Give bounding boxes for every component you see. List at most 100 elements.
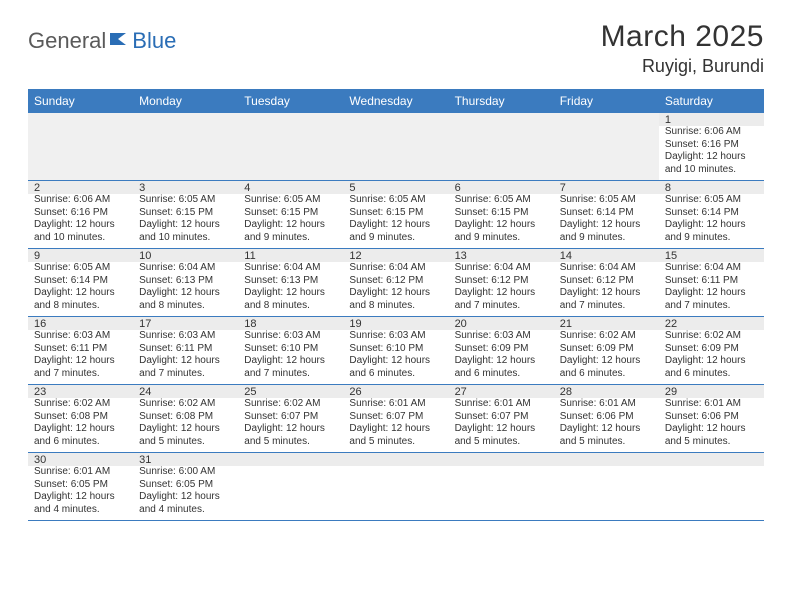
day-number: 13 <box>449 249 554 262</box>
daylight-text: Daylight: 12 hours <box>34 491 127 504</box>
week-number-row: 23242526272829 <box>28 385 764 398</box>
sunset-text: Sunset: 6:15 PM <box>349 207 442 220</box>
sunrise-text: Sunrise: 6:03 AM <box>139 330 232 343</box>
daylight-text: Daylight: 12 hours <box>139 287 232 300</box>
sunrise-text: Sunrise: 6:04 AM <box>455 262 548 275</box>
daylight-text: and 7 minutes. <box>244 368 337 381</box>
sunset-text: Sunset: 6:13 PM <box>139 275 232 288</box>
header: General Blue March 2025 Ruyigi, Burundi <box>28 20 764 77</box>
day-number: 14 <box>554 249 659 262</box>
day-number: 22 <box>659 317 764 330</box>
daylight-text: and 7 minutes. <box>139 368 232 381</box>
sunrise-text: Sunrise: 6:04 AM <box>349 262 442 275</box>
day-cell: Sunrise: 6:01 AMSunset: 6:05 PMDaylight:… <box>28 466 133 520</box>
day-cell: Sunrise: 6:03 AMSunset: 6:09 PMDaylight:… <box>449 330 554 384</box>
day-cell: Sunrise: 6:04 AMSunset: 6:12 PMDaylight:… <box>554 262 659 316</box>
daylight-text: and 7 minutes. <box>455 300 548 313</box>
sunrise-text: Sunrise: 6:05 AM <box>560 194 653 207</box>
daylight-text: and 5 minutes. <box>560 436 653 449</box>
logo-text-blue: Blue <box>132 28 176 54</box>
day-number: 25 <box>238 385 343 398</box>
day-header: Tuesday <box>238 89 343 113</box>
daylight-text: Daylight: 12 hours <box>34 355 127 368</box>
day-number: 18 <box>238 317 343 330</box>
daylight-text: Daylight: 12 hours <box>560 355 653 368</box>
sunset-text: Sunset: 6:09 PM <box>455 343 548 356</box>
day-cell: Sunrise: 6:05 AMSunset: 6:15 PMDaylight:… <box>133 194 238 248</box>
daylight-text: and 6 minutes. <box>455 368 548 381</box>
sunrise-text: Sunrise: 6:05 AM <box>455 194 548 207</box>
daylight-text: and 7 minutes. <box>560 300 653 313</box>
sunset-text: Sunset: 6:09 PM <box>665 343 758 356</box>
day-number: 17 <box>133 317 238 330</box>
day-cell <box>28 126 133 180</box>
daylight-text: Daylight: 12 hours <box>244 423 337 436</box>
sunset-text: Sunset: 6:11 PM <box>139 343 232 356</box>
day-number: 28 <box>554 385 659 398</box>
week-number-row: 16171819202122 <box>28 317 764 330</box>
day-cell: Sunrise: 6:02 AMSunset: 6:08 PMDaylight:… <box>133 398 238 452</box>
daylight-text: and 7 minutes. <box>34 368 127 381</box>
day-number: 11 <box>238 249 343 262</box>
calendar-week: 3031Sunrise: 6:01 AMSunset: 6:05 PMDayli… <box>28 453 764 521</box>
day-number: 3 <box>133 181 238 194</box>
day-cell: Sunrise: 6:05 AMSunset: 6:15 PMDaylight:… <box>343 194 448 248</box>
sunset-text: Sunset: 6:15 PM <box>455 207 548 220</box>
daylight-text: and 8 minutes. <box>139 300 232 313</box>
daylight-text: Daylight: 12 hours <box>139 491 232 504</box>
day-number <box>449 113 554 126</box>
sunrise-text: Sunrise: 6:05 AM <box>139 194 232 207</box>
daylight-text: Daylight: 12 hours <box>139 423 232 436</box>
sunset-text: Sunset: 6:10 PM <box>244 343 337 356</box>
sunrise-text: Sunrise: 6:03 AM <box>34 330 127 343</box>
sunset-text: Sunset: 6:07 PM <box>244 411 337 424</box>
day-cell <box>238 466 343 520</box>
daylight-text: Daylight: 12 hours <box>560 423 653 436</box>
daylight-text: Daylight: 12 hours <box>34 287 127 300</box>
sunset-text: Sunset: 6:13 PM <box>244 275 337 288</box>
sunset-text: Sunset: 6:06 PM <box>665 411 758 424</box>
sunrise-text: Sunrise: 6:01 AM <box>34 466 127 479</box>
daylight-text: Daylight: 12 hours <box>34 219 127 232</box>
sunrise-text: Sunrise: 6:02 AM <box>139 398 232 411</box>
week-content-row: Sunrise: 6:06 AMSunset: 6:16 PMDaylight:… <box>28 126 764 180</box>
sunrise-text: Sunrise: 6:05 AM <box>244 194 337 207</box>
calendar-header-row: Sunday Monday Tuesday Wednesday Thursday… <box>28 89 764 113</box>
sunset-text: Sunset: 6:05 PM <box>139 479 232 492</box>
month-title: March 2025 <box>601 20 764 54</box>
day-number: 19 <box>343 317 448 330</box>
daylight-text: Daylight: 12 hours <box>349 219 442 232</box>
sunrise-text: Sunrise: 6:04 AM <box>560 262 653 275</box>
day-cell <box>343 126 448 180</box>
day-number <box>343 113 448 126</box>
daylight-text: and 6 minutes. <box>349 368 442 381</box>
sunset-text: Sunset: 6:09 PM <box>560 343 653 356</box>
sunset-text: Sunset: 6:15 PM <box>139 207 232 220</box>
day-number: 26 <box>343 385 448 398</box>
week-content-row: Sunrise: 6:05 AMSunset: 6:14 PMDaylight:… <box>28 262 764 316</box>
calendar-week: 2345678Sunrise: 6:06 AMSunset: 6:16 PMDa… <box>28 181 764 249</box>
day-cell: Sunrise: 6:04 AMSunset: 6:13 PMDaylight:… <box>133 262 238 316</box>
sunrise-text: Sunrise: 6:05 AM <box>349 194 442 207</box>
daylight-text: and 5 minutes. <box>455 436 548 449</box>
daylight-text: Daylight: 12 hours <box>560 287 653 300</box>
sunset-text: Sunset: 6:11 PM <box>34 343 127 356</box>
day-cell <box>554 126 659 180</box>
day-number: 5 <box>343 181 448 194</box>
sunset-text: Sunset: 6:12 PM <box>349 275 442 288</box>
day-cell: Sunrise: 6:05 AMSunset: 6:14 PMDaylight:… <box>659 194 764 248</box>
daylight-text: Daylight: 12 hours <box>349 423 442 436</box>
daylight-text: and 10 minutes. <box>665 164 758 177</box>
sunrise-text: Sunrise: 6:04 AM <box>244 262 337 275</box>
day-number <box>238 453 343 466</box>
daylight-text: Daylight: 12 hours <box>560 219 653 232</box>
sunrise-text: Sunrise: 6:04 AM <box>139 262 232 275</box>
week-content-row: Sunrise: 6:01 AMSunset: 6:05 PMDaylight:… <box>28 466 764 520</box>
daylight-text: Daylight: 12 hours <box>244 219 337 232</box>
daylight-text: Daylight: 12 hours <box>455 423 548 436</box>
daylight-text: and 7 minutes. <box>665 300 758 313</box>
sunset-text: Sunset: 6:08 PM <box>139 411 232 424</box>
day-number: 12 <box>343 249 448 262</box>
day-cell: Sunrise: 6:01 AMSunset: 6:07 PMDaylight:… <box>343 398 448 452</box>
day-cell: Sunrise: 6:06 AMSunset: 6:16 PMDaylight:… <box>659 126 764 180</box>
